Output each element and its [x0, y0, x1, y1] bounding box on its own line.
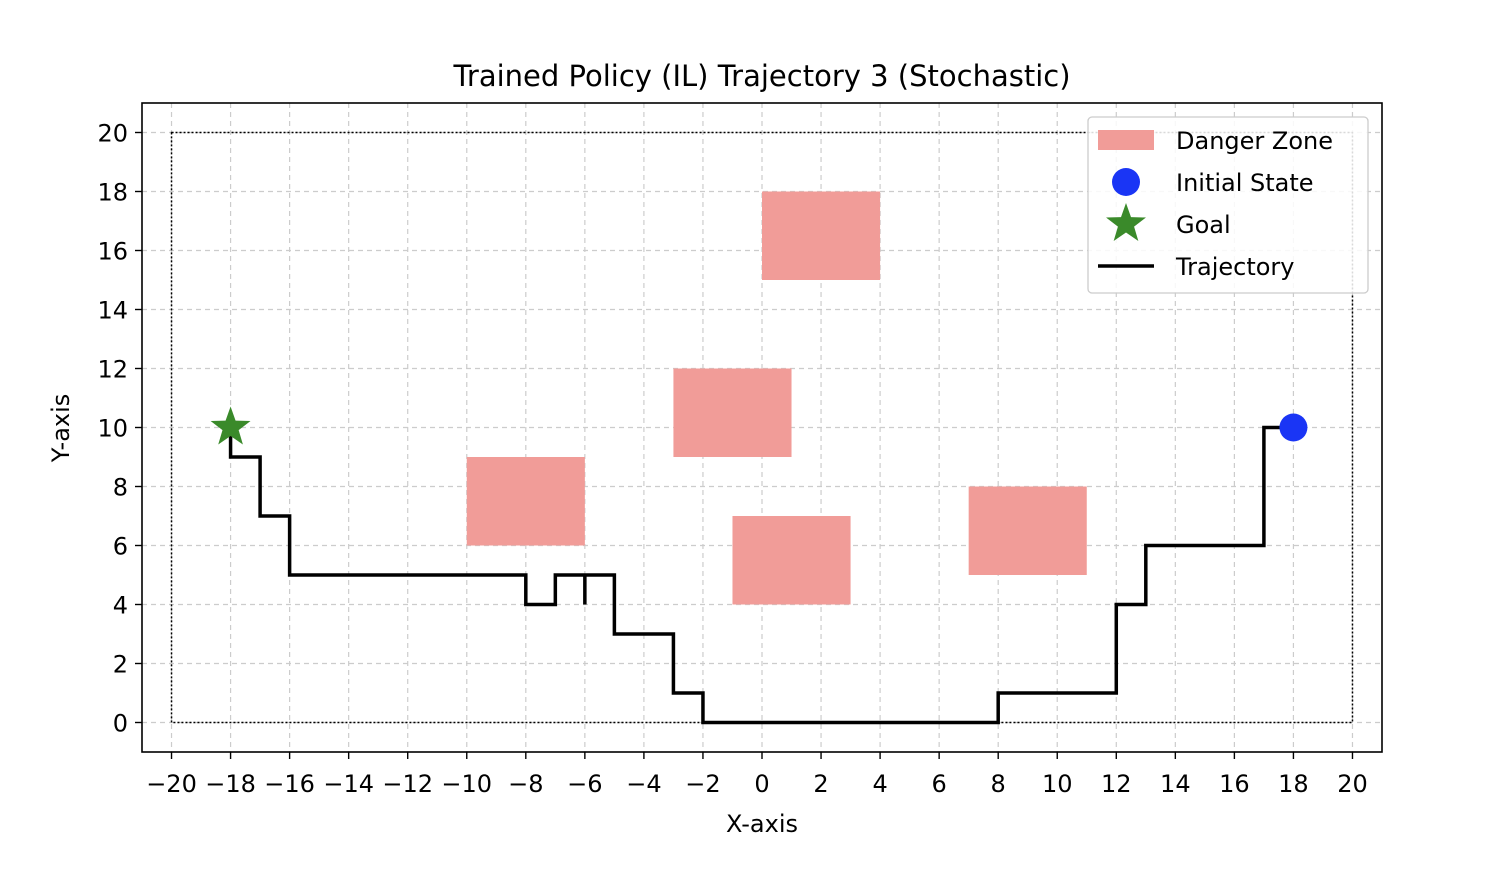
x-tick-label: 0 [754, 770, 769, 798]
x-tick-label: 8 [991, 770, 1006, 798]
x-tick-label: −10 [441, 770, 492, 798]
x-tick-label: −2 [685, 770, 720, 798]
initial-state-marker [1279, 413, 1308, 442]
y-tick-label: 0 [113, 710, 128, 738]
y-tick-label: 8 [113, 474, 128, 502]
legend-label-initial-state: Initial State [1176, 169, 1314, 197]
danger-zone [762, 191, 881, 280]
x-tick-label: −6 [567, 770, 602, 798]
legend-goal-star-icon [1106, 203, 1146, 241]
y-tick-label: 6 [113, 533, 128, 561]
y-axis-label: Y-axis [47, 394, 75, 464]
y-axis-ticks: 0 2 4 6 8 10 12 14 16 18 20 [97, 120, 142, 738]
y-tick-label: 20 [97, 120, 128, 148]
trajectory-layer [228, 425, 1294, 725]
legend-danger-zone-swatch [1098, 130, 1154, 150]
danger-zones [466, 191, 1087, 605]
y-tick-label: 18 [97, 179, 128, 207]
x-tick-label: 14 [1160, 770, 1191, 798]
danger-zone [466, 457, 585, 546]
chart-title: Trained Policy (IL) Trajectory 3 (Stocha… [452, 59, 1070, 93]
y-tick-label: 14 [97, 297, 128, 325]
x-tick-label: −20 [146, 770, 197, 798]
x-tick-label: 18 [1278, 770, 1309, 798]
danger-zone [732, 516, 851, 605]
x-axis-ticks: −20 −18 −16 −14 −12 −10 −8 −6 −4 −2 0 2 4 6 8 10 12 14 16 1… [146, 752, 1368, 798]
x-tick-label: −18 [205, 770, 256, 798]
x-tick-label: 16 [1219, 770, 1250, 798]
x-tick-label: −16 [264, 770, 315, 798]
legend-box [1087, 116, 1369, 294]
danger-zone [673, 368, 792, 457]
x-tick-label: −4 [626, 770, 661, 798]
y-tick-label: 12 [97, 356, 128, 384]
x-tick-label: 2 [813, 770, 828, 798]
x-tick-label: 6 [932, 770, 947, 798]
x-axis-label: X-axis [726, 810, 798, 838]
markers [210, 406, 1308, 445]
trajectory-line [228, 425, 1294, 725]
x-tick-label: 20 [1337, 770, 1368, 798]
x-tick-label: −12 [382, 770, 433, 798]
legend-initial-state-marker [1112, 168, 1140, 196]
x-tick-label: 4 [872, 770, 887, 798]
x-tick-label: 12 [1101, 770, 1132, 798]
x-tick-label: −8 [508, 770, 543, 798]
y-tick-label: 16 [97, 238, 128, 266]
legend-label-goal: Goal [1176, 211, 1231, 239]
legend: Danger Zone Initial State Goal Trajector… [1087, 116, 1369, 294]
legend-label-danger-zone: Danger Zone [1176, 127, 1333, 155]
danger-zone [968, 486, 1087, 575]
y-tick-label: 10 [97, 415, 128, 443]
y-tick-label: 4 [113, 592, 128, 620]
legend-label-trajectory: Trajectory [1175, 253, 1295, 281]
goal-star-icon [210, 406, 251, 445]
y-tick-label: 2 [113, 651, 128, 679]
x-tick-label: −14 [323, 770, 374, 798]
x-tick-label: 10 [1042, 770, 1073, 798]
